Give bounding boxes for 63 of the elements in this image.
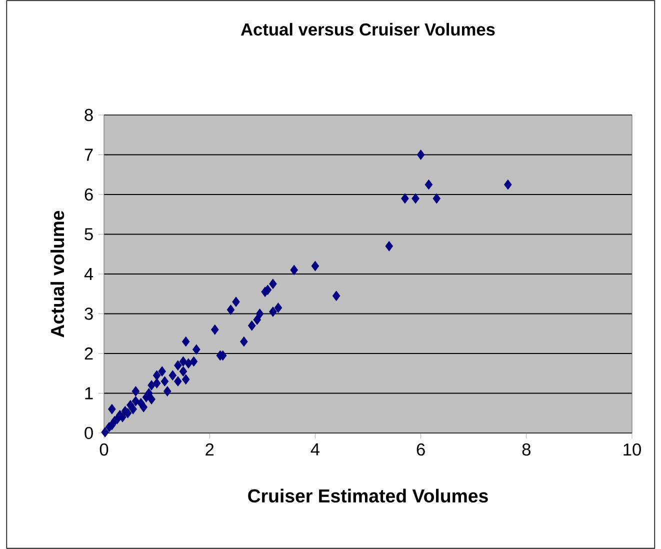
y-tick-label: 4 xyxy=(84,268,94,280)
point xyxy=(182,374,190,384)
point xyxy=(232,296,240,307)
point xyxy=(274,302,282,313)
point xyxy=(253,314,261,325)
point xyxy=(424,179,433,190)
point xyxy=(108,404,116,414)
point xyxy=(158,366,166,376)
point xyxy=(269,306,277,317)
point xyxy=(401,193,409,204)
x-axis-title: Cruiser Estimated Volumes xyxy=(248,488,488,503)
point xyxy=(192,344,200,355)
point xyxy=(184,358,192,368)
point xyxy=(248,320,256,331)
point xyxy=(211,324,219,335)
point xyxy=(152,378,161,388)
point xyxy=(132,386,140,396)
x-tick-label: 0 xyxy=(100,443,108,456)
y-tick-label: 2 xyxy=(84,347,93,360)
y-tick-label: 8 xyxy=(84,108,93,122)
point xyxy=(121,406,129,416)
x-tick-label: 8 xyxy=(522,443,530,456)
y-tick-label: 1 xyxy=(85,387,93,400)
y-tick-label: 7 xyxy=(84,148,93,161)
point xyxy=(226,304,235,315)
chart-title: Actual versus Cruiser Volumes xyxy=(240,22,495,36)
point xyxy=(168,370,177,380)
x-tick-label: 10 xyxy=(624,443,641,456)
point xyxy=(182,336,190,347)
point xyxy=(152,370,161,380)
point xyxy=(179,366,188,376)
point xyxy=(332,290,340,301)
y-tick-label: 6 xyxy=(84,188,93,201)
point xyxy=(101,427,109,438)
point xyxy=(174,360,182,370)
point xyxy=(261,286,269,297)
point xyxy=(179,356,188,367)
x-tick-label: 6 xyxy=(416,443,425,456)
point xyxy=(132,396,140,406)
x-tick-label: 2 xyxy=(206,443,214,456)
y-tick-label: 0 xyxy=(84,426,93,440)
point xyxy=(290,264,298,276)
point xyxy=(190,356,198,367)
x-tick-label: 4 xyxy=(310,443,320,456)
y-tick-label: 3 xyxy=(84,308,93,320)
point xyxy=(137,398,145,408)
y-tick-label: 5 xyxy=(84,228,93,240)
point xyxy=(416,150,425,160)
point xyxy=(256,308,264,319)
point xyxy=(432,193,441,204)
y-axis-title: Actual volume xyxy=(50,210,64,338)
point xyxy=(174,376,182,386)
point xyxy=(269,278,277,290)
point xyxy=(160,376,169,386)
point xyxy=(163,386,172,396)
point xyxy=(240,336,248,347)
point xyxy=(148,380,156,390)
point xyxy=(412,193,420,204)
point xyxy=(148,394,156,404)
point xyxy=(504,179,512,190)
point xyxy=(385,241,393,252)
point xyxy=(126,400,134,410)
point xyxy=(311,260,320,272)
